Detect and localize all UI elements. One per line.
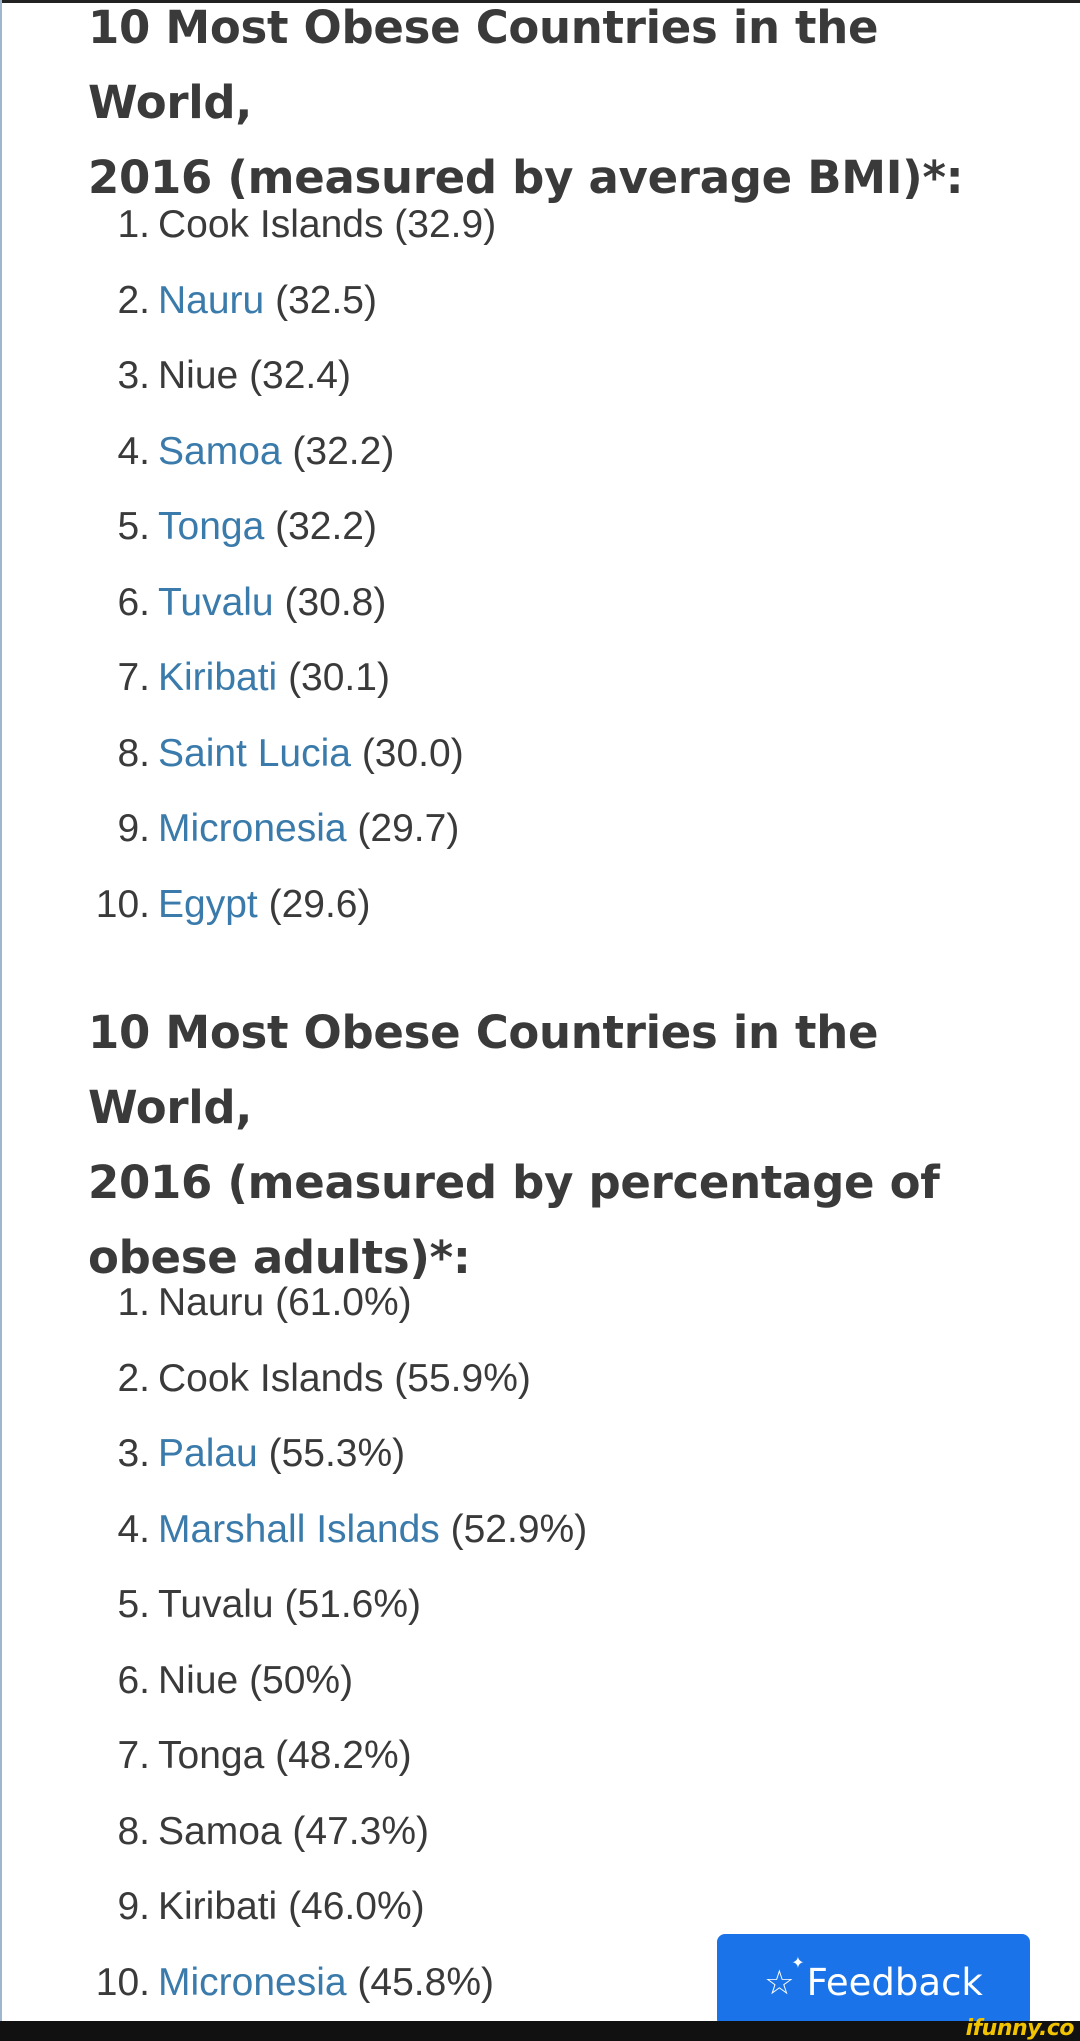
- list-number: 7.: [117, 656, 150, 699]
- country-value: (46.0%): [288, 1885, 425, 1928]
- list-item: 3. Palau (55.3%): [88, 1416, 988, 1492]
- list-item: 8. Samoa (47.3%): [88, 1794, 988, 1870]
- watermark: ifunny.co: [965, 2016, 1075, 2041]
- left-border: [0, 0, 2, 2021]
- country-link[interactable]: Marshall Islands: [158, 1507, 440, 1551]
- list-item: 3. Niue (32.4): [88, 338, 988, 414]
- list-number: 2.: [117, 1356, 150, 1400]
- list-item: 9. Kiribati (46.0%): [88, 1869, 988, 1945]
- country-value: (55.9%): [394, 1356, 531, 1400]
- country-value: (51.6%): [284, 1583, 422, 1626]
- country-value: (29.6): [268, 882, 371, 926]
- list-item: 10. Micronesia (45.8%): [88, 1945, 988, 2021]
- country-value: (32.5): [275, 278, 377, 322]
- country-value: (52.9%): [450, 1507, 588, 1551]
- country-value: (47.3%): [292, 1809, 429, 1853]
- country-value: (50%): [249, 1658, 354, 1702]
- list-item: 2. Cook Islands (55.9%): [88, 1341, 988, 1417]
- country-value: (61.0%): [275, 1281, 412, 1324]
- list-number: 7.: [117, 1734, 150, 1777]
- country-link[interactable]: Tonga: [158, 505, 265, 548]
- heading-line: 2016 (measured by average BMI)*:: [88, 151, 964, 204]
- list-item: 4. Samoa (32.2): [88, 414, 988, 490]
- list-item: 7. Kiribati (30.1): [88, 640, 988, 716]
- list-number: 5.: [117, 1583, 150, 1626]
- heading-line: obese adults)*:: [88, 1231, 471, 1284]
- country-value: (30.0): [361, 731, 464, 775]
- list-item: 2. Nauru (32.5): [88, 263, 988, 339]
- list-item: 5. Tonga (32.2): [88, 489, 988, 565]
- list-item: 7. Tonga (48.2%): [88, 1718, 988, 1794]
- section-heading-bmi: 10 Most Obese Countries in the World, 20…: [88, 0, 1008, 215]
- percentage-ranking-list: 1. Nauru (61.0%) 2. Cook Islands (55.9%) 3…: [88, 1265, 988, 2020]
- country-link[interactable]: Nauru: [158, 278, 265, 322]
- list-item: 10. Egypt (29.6): [88, 867, 988, 943]
- country-link[interactable]: Kiribati: [158, 656, 278, 699]
- list-number: 10.: [95, 882, 150, 926]
- country-value: (29.7): [357, 807, 460, 850]
- country-value: (30.8): [284, 580, 387, 624]
- country-value: (48.2%): [275, 1734, 412, 1777]
- list-item: 9. Micronesia (29.7): [88, 791, 988, 867]
- country-name: Niue: [158, 354, 239, 397]
- bottom-bar: [0, 2021, 1080, 2041]
- list-number: 1.: [117, 1281, 150, 1324]
- list-item: 1. Nauru (61.0%): [88, 1265, 988, 1341]
- list-number: 6.: [117, 580, 150, 624]
- country-link[interactable]: Palau: [158, 1432, 258, 1475]
- country-value: (32.2): [292, 429, 395, 473]
- list-number: 2.: [117, 278, 150, 322]
- list-item: 1. Cook Islands (32.9): [88, 187, 988, 263]
- country-name: Nauru: [158, 1281, 265, 1324]
- country-link[interactable]: Samoa: [158, 429, 282, 473]
- country-value: (32.2): [275, 505, 377, 548]
- list-number: 9.: [117, 1885, 150, 1928]
- list-number: 9.: [117, 807, 150, 850]
- country-link[interactable]: Egypt: [158, 882, 258, 926]
- heading-line: 10 Most Obese Countries in the World,: [88, 1, 879, 129]
- country-value: (55.3%): [268, 1432, 406, 1475]
- list-item: 8. Saint Lucia (30.0): [88, 716, 988, 792]
- list-number: 4.: [117, 1507, 150, 1551]
- country-name: Kiribati: [158, 1885, 278, 1928]
- country-name: Samoa: [158, 1809, 282, 1853]
- feedback-button[interactable]: ☆ ✦ Feedback: [717, 1934, 1030, 2027]
- feedback-label: Feedback: [806, 1961, 983, 2004]
- list-number: 10.: [95, 1960, 150, 2004]
- country-name: Niue: [158, 1658, 239, 1702]
- country-name: Cook Islands: [158, 1356, 384, 1400]
- country-name: Tuvalu: [158, 1583, 274, 1626]
- list-number: 1.: [117, 203, 150, 246]
- list-number: 3.: [117, 1432, 150, 1475]
- list-number: 8.: [117, 731, 150, 775]
- country-link[interactable]: Tuvalu: [158, 580, 274, 624]
- country-link[interactable]: Micronesia: [158, 807, 347, 850]
- section-heading-percentage: 10 Most Obese Countries in the World, 20…: [88, 995, 1008, 1295]
- top-border: [0, 0, 1080, 3]
- list-number: 6.: [117, 1658, 150, 1702]
- list-item: 5. Tuvalu (51.6%): [88, 1567, 988, 1643]
- country-value: (30.1): [288, 656, 390, 699]
- list-number: 5.: [117, 505, 150, 548]
- list-number: 8.: [117, 1809, 150, 1853]
- heading-line: 10 Most Obese Countries in the World,: [88, 1006, 879, 1134]
- bmi-ranking-list: 1. Cook Islands (32.9) 2. Nauru (32.5) 3. N…: [88, 187, 988, 942]
- list-item: 6. Niue (50%): [88, 1643, 988, 1719]
- country-value: (32.9): [394, 203, 497, 246]
- country-name: Cook Islands: [158, 203, 384, 246]
- list-item: 6. Tuvalu (30.8): [88, 565, 988, 641]
- list-number: 4.: [117, 429, 150, 473]
- country-value: (32.4): [249, 354, 351, 397]
- list-number: 3.: [117, 354, 150, 397]
- heading-line: 2016 (measured by percentage of: [88, 1156, 940, 1209]
- country-link[interactable]: Saint Lucia: [158, 731, 351, 775]
- sparkle-star-icon: ☆ ✦: [764, 1952, 805, 2003]
- country-name: Tonga: [158, 1734, 265, 1777]
- country-link[interactable]: Micronesia: [158, 1960, 347, 2004]
- list-item: 4. Marshall Islands (52.9%): [88, 1492, 988, 1568]
- country-value: (45.8%): [357, 1960, 494, 2004]
